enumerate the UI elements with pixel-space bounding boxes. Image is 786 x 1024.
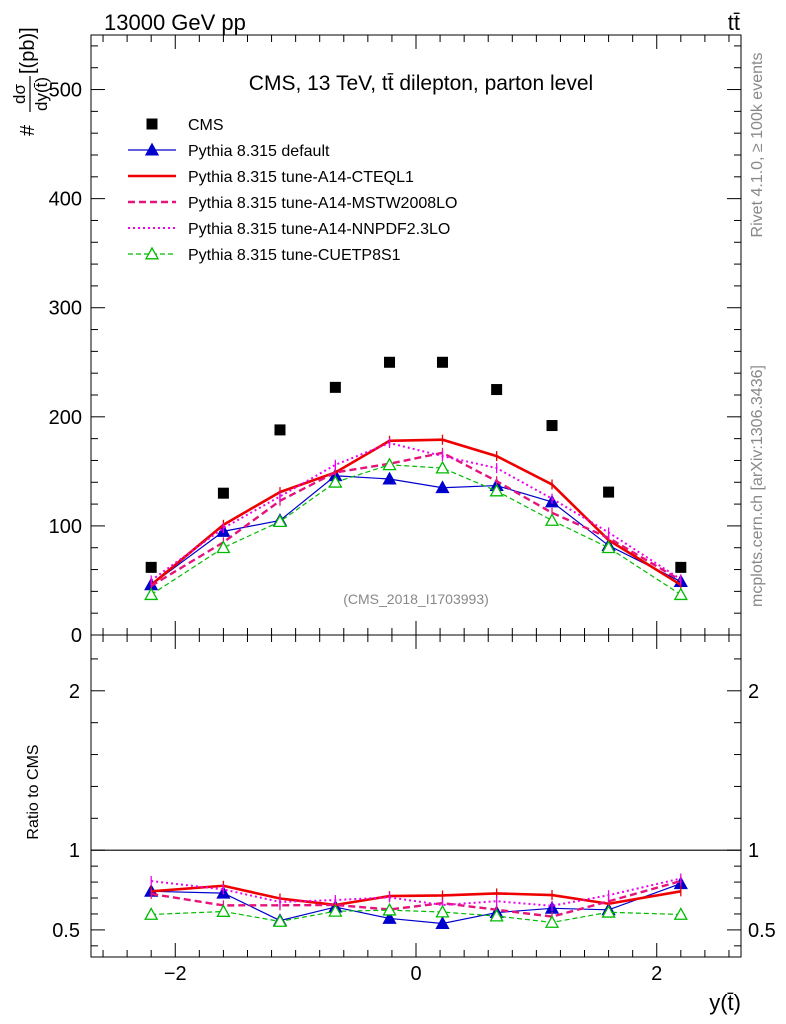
- legend-label: Pythia 8.315 tune-CUETP8S1: [188, 247, 401, 264]
- cms-point: [491, 384, 503, 396]
- series-line: [150, 464, 682, 596]
- analysis-tag: (CMS_2018_I1703993): [343, 591, 489, 607]
- cms-point: [436, 356, 448, 368]
- ratio-tick-label: 2: [69, 681, 80, 703]
- series-line: [150, 475, 682, 586]
- ratio-point: [601, 904, 616, 918]
- series-point: [144, 587, 159, 601]
- y-tick-label: 500: [49, 80, 82, 102]
- series-point: [216, 540, 231, 554]
- series-1: [150, 434, 682, 910]
- y-tick-label: 400: [49, 189, 82, 211]
- y-tick-label: 300: [49, 298, 82, 320]
- legend-marker: [144, 246, 160, 260]
- series-point: [673, 587, 688, 601]
- series-point: [382, 471, 397, 485]
- y-tick-label: 100: [49, 516, 82, 538]
- series-ratio-line: [151, 909, 681, 924]
- series-layer: [91, 356, 741, 929]
- series-line: [150, 441, 682, 582]
- series-ratio-line: [150, 879, 682, 918]
- series-line: [150, 438, 682, 586]
- x-axis-label: y(t̄): [709, 990, 741, 1015]
- y-label-unit: [(pb)]: [17, 27, 39, 74]
- series-point: [435, 480, 450, 494]
- ratio-point: [435, 904, 450, 918]
- series-point: [272, 514, 288, 527]
- y-label-denominator: dy(t̄): [32, 77, 51, 111]
- x-tick-label: −2: [164, 963, 187, 985]
- process-label: tt̄: [728, 10, 740, 35]
- ratio-point: [544, 915, 560, 928]
- y-axis-label: # dσ dy(t̄) [(pb)]: [10, 27, 51, 136]
- ratio-point: [382, 902, 397, 916]
- legend-label-cms: CMS: [188, 117, 224, 134]
- series-line: [150, 451, 682, 587]
- ratio-point: [216, 904, 231, 917]
- ratio-point: [272, 914, 288, 927]
- site-label: mcplots.cern.ch [arXiv:1306.3436]: [749, 365, 766, 607]
- cms-point: [603, 486, 615, 498]
- series-point: [489, 483, 504, 497]
- legend-label: Pythia 8.315 tune-A14-CTEQL1: [188, 169, 414, 186]
- y-tick-label: 0: [71, 625, 82, 647]
- ratio-tick-label-right: 0.5: [748, 920, 776, 942]
- cms-point: [217, 487, 229, 499]
- ratio-point: [328, 903, 343, 917]
- series-3: [150, 438, 682, 911]
- cms-point: [546, 420, 558, 432]
- ratio-y-label: Ratio to CMS: [25, 744, 42, 839]
- ratio-point: [144, 907, 159, 920]
- y-label-prefix: #: [17, 124, 39, 136]
- legend: CMS Pythia 8.315 default Pythia 8.315 tune…: [128, 117, 457, 264]
- cms-data: [145, 356, 687, 573]
- ratio-tick-label: 1: [69, 840, 80, 862]
- legend-label: Pythia 8.315 tune-A14-NNPDF2.3LO: [188, 221, 450, 238]
- ratio-tick-label-right: 1: [748, 840, 759, 862]
- series-point: [328, 474, 343, 488]
- ratio-frame: [90, 634, 742, 958]
- legend-label: Pythia 8.315 tune-A14-MSTW2008LO: [188, 195, 457, 212]
- series-point: [544, 513, 560, 526]
- cms-point: [274, 424, 286, 436]
- ratio-tick-label: 0.5: [52, 920, 80, 942]
- legend-label: Pythia 8.315 default: [188, 143, 330, 160]
- series-ratio-line: [151, 877, 682, 907]
- series-4: [144, 457, 688, 928]
- ratio-point: [489, 908, 504, 922]
- energy-label: 13000 GeV pp: [104, 10, 246, 35]
- legend-marker: [144, 142, 160, 156]
- legend-marker-cms: [146, 118, 158, 130]
- x-tick-label: 0: [410, 963, 421, 985]
- cms-point: [145, 561, 157, 573]
- x-tick-label: 2: [651, 963, 662, 985]
- ratio-tick-label-right: 2: [748, 681, 759, 703]
- ratio-point: [435, 916, 450, 929]
- series-point: [601, 540, 616, 554]
- y-tick-label: 200: [49, 407, 82, 429]
- cms-point: [675, 561, 687, 573]
- cms-point: [384, 356, 396, 368]
- cms-point: [329, 381, 341, 393]
- series-ratio-line: [151, 884, 682, 907]
- rivet-label: Rivet 4.1.0, ≥ 100k events: [749, 53, 766, 238]
- series-point: [382, 457, 397, 471]
- series-point: [435, 460, 450, 474]
- axis-ticks: −2 0 2 0 100 200 300 400 500 0.5 0.5 1 1 2 2: [49, 35, 776, 985]
- ratio-point: [673, 907, 688, 920]
- y-label-numerator: dσ: [10, 84, 29, 104]
- ratio-point: [382, 911, 397, 924]
- chart-title: CMS, 13 TeV, tt̄ dilepton, parton level: [249, 72, 593, 95]
